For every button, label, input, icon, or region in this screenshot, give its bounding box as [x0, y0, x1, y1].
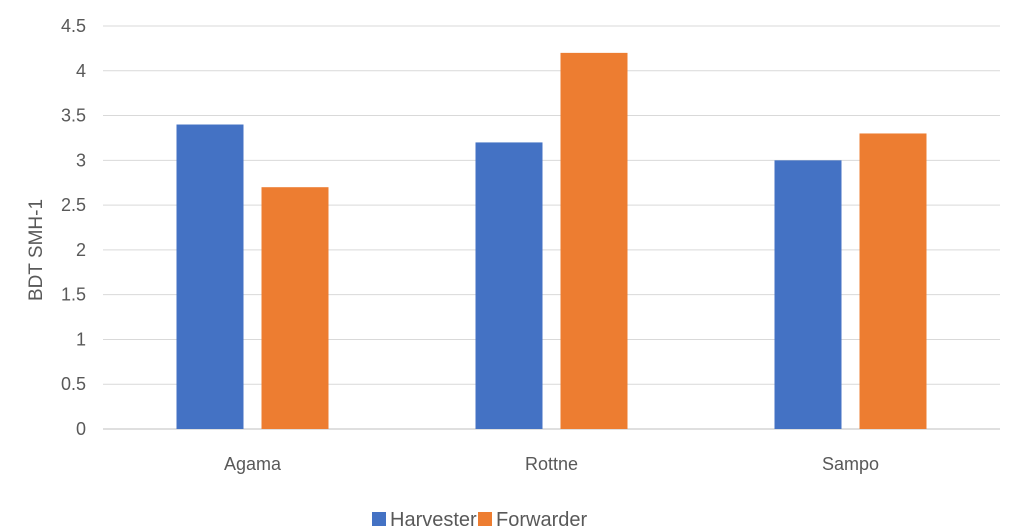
x-tick-label: Agama [224, 454, 282, 474]
y-tick-label: 4 [76, 61, 86, 81]
legend-swatch-harvester [372, 512, 386, 526]
x-tick-label: Sampo [822, 454, 879, 474]
y-tick-label: 0.5 [61, 374, 86, 394]
y-tick-label: 3.5 [61, 106, 86, 126]
bar-forwarder-agama [261, 187, 329, 429]
y-tick-label: 1 [76, 329, 86, 349]
y-tick-labels: 0 0.5 1 1.5 2 2.5 3 3.5 4 4.5 [61, 16, 86, 439]
legend-swatch-forwarder [478, 512, 492, 526]
y-axis-title: BDT SMH-1 [26, 199, 47, 301]
legend: Harvester Forwarder [372, 509, 587, 531]
bar-harvester-sampo [774, 160, 842, 430]
y-tick-label: 4.5 [61, 16, 86, 36]
y-tick-label: 3 [76, 150, 86, 170]
y-tick-label: 2 [76, 240, 86, 260]
x-tick-labels: Agama Rottne Sampo [224, 454, 879, 474]
x-tick-label: Rottne [525, 454, 578, 474]
y-tick-label: 1.5 [61, 285, 86, 305]
y-tick-label: 0 [76, 419, 86, 439]
bars [176, 52, 927, 430]
y-tick-label: 2.5 [61, 195, 86, 215]
legend-label-forwarder: Forwarder [496, 509, 587, 531]
bar-forwarder-sampo [859, 133, 927, 429]
legend-label-harvester: Harvester [390, 509, 477, 531]
bar-forwarder-rottne [560, 52, 628, 429]
bar-harvester-rottne [475, 142, 543, 429]
bar-harvester-agama [176, 124, 244, 429]
gridlines [103, 25, 1000, 430]
